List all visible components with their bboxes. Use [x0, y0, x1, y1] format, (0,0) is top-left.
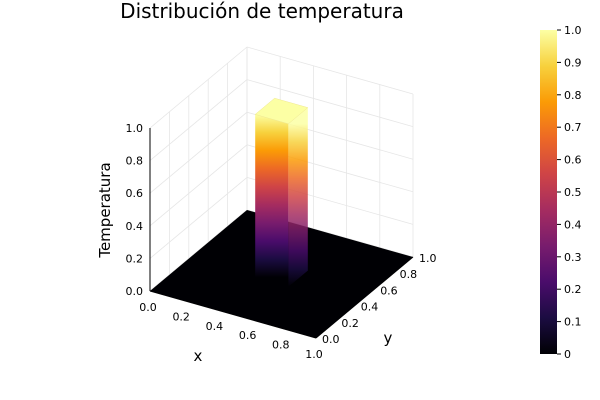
colorbar-tick-label: 0.7 [564, 121, 582, 134]
x-tick-label: 0.0 [139, 301, 157, 314]
y-axis-label: y [384, 329, 393, 347]
peak-side-face [288, 107, 308, 287]
y-tick-label: 0.2 [341, 317, 359, 330]
grid-line [246, 46, 414, 95]
peak-front-face [255, 114, 289, 287]
colorbar-tick-label: 0.3 [564, 251, 582, 264]
colorbar-gradient [540, 30, 557, 354]
colorbar-tick-label: 1.0 [564, 24, 582, 37]
x-tick-label: 0.6 [239, 329, 257, 342]
colorbar-tick-label: 0.9 [564, 56, 582, 69]
colorbar-tick-label: 0.4 [564, 218, 582, 231]
x-axis-label: x [194, 347, 203, 365]
z-tick-label: 0.2 [126, 252, 144, 265]
colorbar-tick-label: 0.6 [564, 154, 582, 167]
tick-labels: 0.00.20.40.60.81.00.00.20.40.60.81.00.00… [126, 122, 437, 361]
y-tick-label: 1.0 [419, 252, 437, 265]
colorbar-tick-label: 0.2 [564, 283, 582, 296]
colorbar: 0 0.1 0.2 0.3 0.4 0.5 0.6 0.7 0.8 0.9 1.0 [540, 24, 582, 361]
colorbar-tick-label: 0.8 [564, 89, 582, 102]
y-tick-label: 0.6 [380, 284, 398, 297]
z-tick-label: 0.6 [126, 187, 144, 200]
x-tick-label: 0.8 [272, 339, 290, 352]
z-tick-label: 0.4 [126, 220, 144, 233]
grid-line [149, 79, 248, 161]
grid-line [149, 46, 248, 129]
z-tick-label: 0.0 [126, 285, 144, 298]
colorbar-tick-label: 0.5 [564, 186, 582, 199]
grid-line [246, 79, 414, 127]
grid-line [149, 144, 248, 227]
y-tick-label: 0.0 [322, 333, 340, 346]
z-tick-label: 0.8 [126, 155, 144, 168]
z-axis-label: Temperatura [96, 162, 114, 258]
x-tick-label: 0.2 [172, 310, 190, 323]
z-tick-label: 1.0 [126, 122, 144, 135]
x-tick-label: 0.4 [206, 320, 224, 333]
surface [150, 97, 413, 338]
peak-top-face [254, 97, 309, 125]
colorbar-tick-label: 0.1 [564, 316, 582, 329]
chart-title: Distribución de temperatura [120, 0, 404, 23]
grid-line [149, 111, 248, 194]
colorbar-tick-label: 0 [564, 348, 571, 361]
grid-line [149, 177, 248, 259]
y-tick-label: 0.4 [361, 301, 379, 314]
x-tick-label: 1.0 [305, 348, 323, 361]
y-tick-label: 0.8 [400, 268, 418, 281]
